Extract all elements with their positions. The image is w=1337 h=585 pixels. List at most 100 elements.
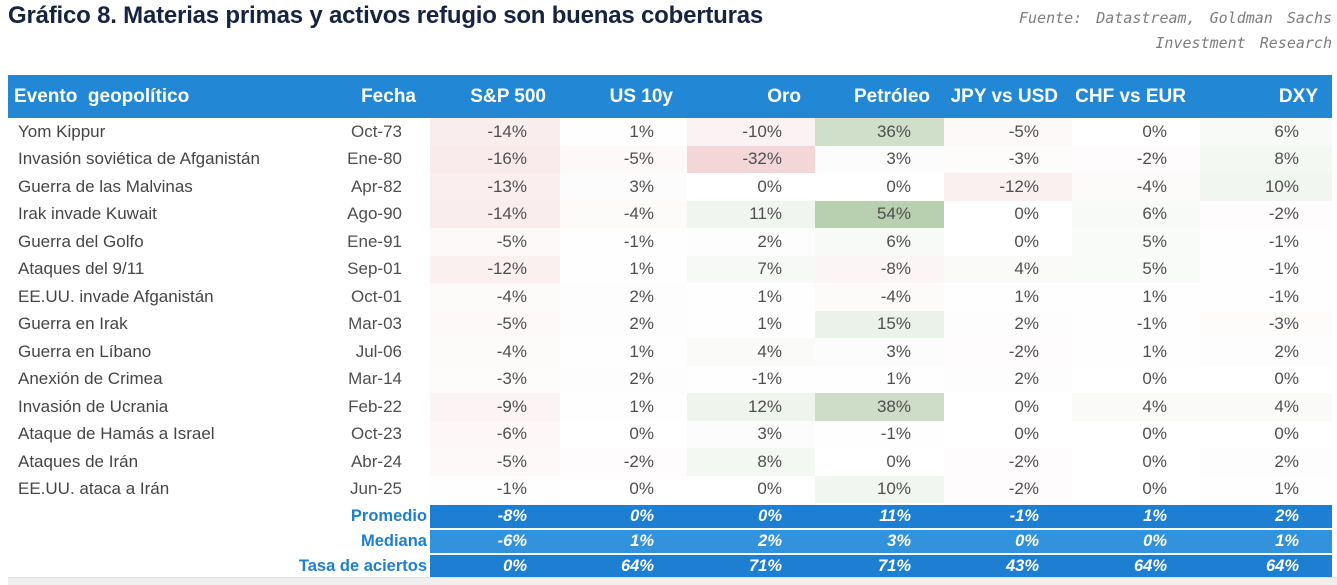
value-cell-jpy-vs-usd: -2% xyxy=(944,475,1072,503)
date-cell: Oct-01 xyxy=(350,286,402,306)
value-cell-petroleo: -8% xyxy=(815,255,944,283)
summary-value-cell-jpy-vs-usd: 43% xyxy=(944,555,1072,578)
value-cell-petroleo: -4% xyxy=(815,283,944,311)
value-cell-us10y: 3% xyxy=(560,173,687,201)
value-cell-us10y: -4% xyxy=(560,200,687,228)
column-header-us10y: US 10y xyxy=(609,85,673,107)
table-row: Ataques de Irán Abr-24 -5% -2% 8% 0% -2% 0% 2% xyxy=(8,448,1332,476)
date-cell: Apr-82 xyxy=(350,176,402,196)
events-table: Evento geopolítico Fecha S&P 500 US 10y Oro P… xyxy=(8,75,1332,578)
value-cell-dxy: 4% xyxy=(1200,393,1332,421)
event-cell: Ataque de Hamás a Israel xyxy=(18,424,215,444)
value-cell-petroleo: 54% xyxy=(815,200,944,228)
value-cell-sp500: -5% xyxy=(430,310,560,338)
summary-value-cell-us10y: 0% xyxy=(560,505,687,528)
page-title: Gráfico 8. Materias primas y activos ref… xyxy=(8,2,764,29)
event-cell: Yom Kippur xyxy=(18,121,106,141)
column-header-chf-vs-eur: CHF vs EUR xyxy=(1075,85,1186,107)
summary-value-cell-petroleo: 3% xyxy=(815,530,944,553)
value-cell-dxy: -2% xyxy=(1200,200,1332,228)
value-cell-chf-vs-eur: 0% xyxy=(1072,475,1200,503)
value-cell-chf-vs-eur: 1% xyxy=(1072,283,1200,311)
event-cell: EE.UU. invade Afganistán xyxy=(18,286,214,306)
table-row: EE.UU. invade Afganistán Oct-01 -4% 2% 1% -4%… xyxy=(8,283,1332,311)
value-cell-us10y: -5% xyxy=(560,145,687,173)
value-cell-jpy-vs-usd: 2% xyxy=(944,365,1072,393)
value-cell-oro: 7% xyxy=(687,255,815,283)
summary-value-cell-jpy-vs-usd: 0% xyxy=(944,530,1072,553)
date-cell: Ene-80 xyxy=(347,149,402,169)
table-body: Yom Kippur Oct-73 -14% 1% -10% 36% -5% 0% 6% Inva… xyxy=(8,118,1332,503)
column-header-jpy-vs-usd: JPY vs USD xyxy=(950,85,1058,107)
event-cell: Irak invade Kuwait xyxy=(18,204,157,224)
table-row: Invasión de Ucrania Feb-22 -9% 1% 12% 38% 0% 4%… xyxy=(8,393,1332,421)
summary-value-cell-oro: 2% xyxy=(687,530,815,553)
summary-value-cell-sp500: -8% xyxy=(430,505,560,528)
table-row: Guerra de las Malvinas Apr-82 -13% 3% 0% 0% -1… xyxy=(8,173,1332,201)
value-cell-sp500: -14% xyxy=(430,118,560,146)
summary-row-mediana: Mediana -6% 1% 2% 3% 0% 0% 1% xyxy=(8,530,1332,553)
date-cell: Oct-73 xyxy=(350,121,402,141)
value-cell-oro: -1% xyxy=(687,365,815,393)
value-cell-sp500: -1% xyxy=(430,475,560,503)
event-cell: Guerra de las Malvinas xyxy=(18,176,193,196)
value-cell-petroleo: 15% xyxy=(815,310,944,338)
value-cell-dxy: 6% xyxy=(1200,118,1332,146)
table-row: Ataque de Hamás a Israel Oct-23 -6% 0% 3% -1%… xyxy=(8,420,1332,448)
summary-label: Tasa de aciertos xyxy=(298,557,427,575)
value-cell-sp500: -5% xyxy=(430,448,560,476)
summary-value-cell-petroleo: 71% xyxy=(815,555,944,578)
value-cell-jpy-vs-usd: 0% xyxy=(944,228,1072,256)
value-cell-chf-vs-eur: 5% xyxy=(1072,228,1200,256)
value-cell-us10y: 2% xyxy=(560,365,687,393)
date-cell: Abr-24 xyxy=(350,451,402,471)
value-cell-us10y: 1% xyxy=(560,338,687,366)
value-cell-petroleo: 6% xyxy=(815,228,944,256)
source-line-2: Investment Research xyxy=(1155,34,1332,52)
value-cell-chf-vs-eur: 0% xyxy=(1072,448,1200,476)
value-cell-us10y: 1% xyxy=(560,255,687,283)
summary-label: Promedio xyxy=(350,507,427,525)
value-cell-chf-vs-eur: -4% xyxy=(1072,173,1200,201)
summary-value-cell-dxy: 2% xyxy=(1200,505,1332,528)
value-cell-oro: 8% xyxy=(687,448,815,476)
value-cell-chf-vs-eur: -2% xyxy=(1072,145,1200,173)
event-cell: Invasión soviética de Afganistán xyxy=(18,149,260,169)
value-cell-chf-vs-eur: 4% xyxy=(1072,393,1200,421)
value-cell-petroleo: -1% xyxy=(815,420,944,448)
value-cell-chf-vs-eur: 0% xyxy=(1072,365,1200,393)
value-cell-dxy: 0% xyxy=(1200,420,1332,448)
value-cell-dxy: -1% xyxy=(1200,283,1332,311)
value-cell-oro: 11% xyxy=(687,200,815,228)
value-cell-us10y: 0% xyxy=(560,475,687,503)
table-row: Anexión de Crimea Mar-14 -3% 2% -1% 1% 2% 0% 0% xyxy=(8,365,1332,393)
value-cell-jpy-vs-usd: -2% xyxy=(944,448,1072,476)
column-header-date: Fecha xyxy=(361,85,416,107)
summary-row-promedio: Promedio -8% 0% 0% 11% -1% 1% 2% xyxy=(8,505,1332,528)
value-cell-jpy-vs-usd: -5% xyxy=(944,118,1072,146)
value-cell-oro: 0% xyxy=(687,475,815,503)
summary-value-cell-us10y: 1% xyxy=(560,530,687,553)
value-cell-sp500: -16% xyxy=(430,145,560,173)
value-cell-dxy: 2% xyxy=(1200,338,1332,366)
column-header-petroleo: Petróleo xyxy=(853,85,930,107)
summary-value-cell-dxy: 64% xyxy=(1200,555,1332,578)
table-row: Guerra en Líbano Jul-06 -4% 1% 4% 3% -2% 1% 2% xyxy=(8,338,1332,366)
value-cell-petroleo: 38% xyxy=(815,393,944,421)
value-cell-jpy-vs-usd: 1% xyxy=(944,283,1072,311)
table-summary: Promedio -8% 0% 0% 11% -1% 1% 2% Mediana -6% 1% 2% 3… xyxy=(8,505,1332,578)
value-cell-us10y: 2% xyxy=(560,310,687,338)
summary-label: Mediana xyxy=(360,532,427,550)
value-cell-jpy-vs-usd: 4% xyxy=(944,255,1072,283)
summary-value-cell-jpy-vs-usd: -1% xyxy=(944,505,1072,528)
value-cell-jpy-vs-usd: -3% xyxy=(944,145,1072,173)
value-cell-petroleo: 3% xyxy=(815,338,944,366)
date-cell: Sep-01 xyxy=(347,259,402,279)
value-cell-jpy-vs-usd: 0% xyxy=(944,200,1072,228)
summary-value-cell-us10y: 64% xyxy=(560,555,687,578)
value-cell-jpy-vs-usd: 0% xyxy=(944,420,1072,448)
value-cell-petroleo: 0% xyxy=(815,173,944,201)
value-cell-oro: 0% xyxy=(687,173,815,201)
value-cell-us10y: 1% xyxy=(560,393,687,421)
value-cell-petroleo: 0% xyxy=(815,448,944,476)
